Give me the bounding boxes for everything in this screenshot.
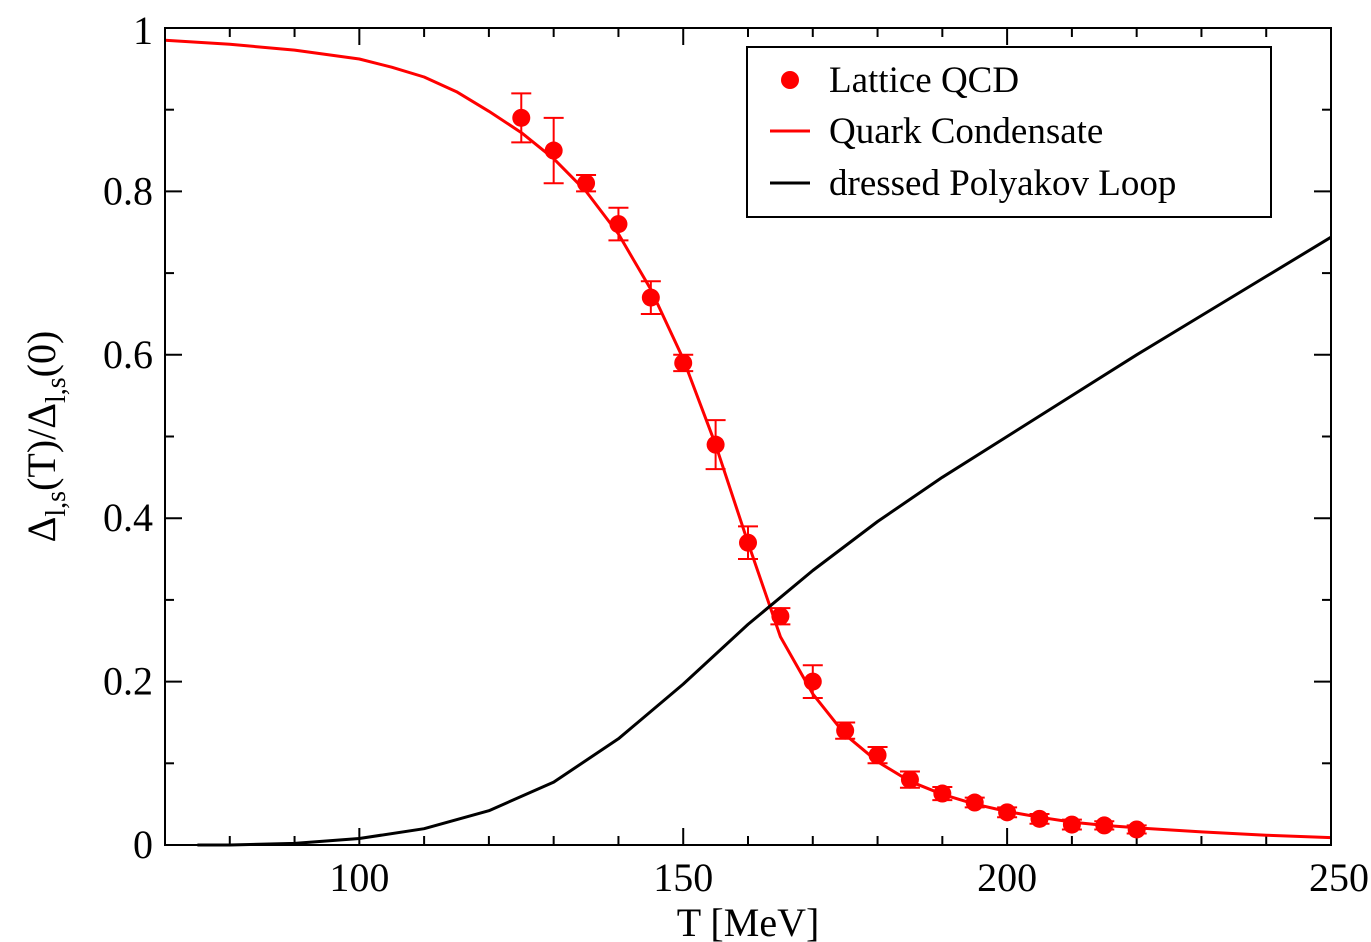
data-marker [609, 215, 627, 233]
data-point [770, 607, 790, 625]
data-marker [771, 607, 789, 625]
legend: Lattice QCD Quark Condensate dressed Pol… [747, 47, 1271, 217]
data-marker [804, 673, 822, 691]
data-marker [1095, 816, 1113, 834]
data-marker [1128, 820, 1146, 838]
y-tick-label: 0.8 [103, 168, 153, 213]
data-marker [933, 785, 951, 803]
data-marker [836, 722, 854, 740]
y-title-base: Δ [19, 517, 64, 543]
legend-label-quark-condensate: Quark Condensate [829, 111, 1103, 152]
y-tick-label: 0.2 [103, 659, 153, 704]
data-marker [998, 803, 1016, 821]
data-point [544, 118, 564, 183]
data-marker [1063, 816, 1081, 834]
data-point [900, 771, 920, 789]
data-marker [901, 771, 919, 789]
data-point [1062, 816, 1082, 834]
data-marker [674, 354, 692, 372]
data-point [608, 208, 628, 241]
data-point [1030, 810, 1050, 828]
y-title-sub2: l,s [41, 377, 72, 403]
legend-marker-lattice-qcd [781, 71, 799, 89]
y-title-mid: (T)/Δ [19, 403, 64, 491]
data-marker [707, 436, 725, 454]
data-point [997, 803, 1017, 821]
data-point [932, 785, 952, 803]
y-tick-label: 0 [133, 822, 153, 867]
data-point [803, 665, 823, 698]
x-tick-label: 150 [653, 855, 713, 900]
data-point [738, 526, 758, 559]
y-axis-title: Δl,s(T)/Δl,s(0) [19, 331, 72, 543]
data-point [673, 354, 693, 372]
series-line-2 [197, 237, 1331, 845]
y-tick-label: 1 [133, 8, 153, 53]
data-marker [869, 746, 887, 764]
data-point [965, 794, 985, 812]
legend-label-polyakov-loop: dressed Polyakov Loop [829, 163, 1176, 204]
data-point [1127, 820, 1147, 838]
data-point [641, 281, 661, 314]
y-tick-label: 0.6 [103, 332, 153, 377]
y-title-end: (0) [19, 331, 64, 378]
data-marker [642, 289, 660, 307]
y-title-sub1: l,s [41, 491, 72, 517]
data-marker [577, 174, 595, 192]
data-marker [1031, 810, 1049, 828]
data-point [576, 174, 596, 192]
data-marker [966, 794, 984, 812]
data-marker [545, 142, 563, 160]
x-axis-title: T [MeV] [677, 900, 820, 942]
data-point [868, 746, 888, 764]
data-point [511, 93, 531, 142]
x-tick-label: 200 [977, 855, 1037, 900]
data-point [1094, 816, 1114, 834]
x-tick-label: 250 [1309, 855, 1369, 900]
x-tick-label: 100 [329, 855, 389, 900]
y-tick-label: 0.4 [103, 495, 153, 540]
data-marker [512, 109, 530, 127]
legend-label-lattice-qcd: Lattice QCD [829, 60, 1019, 101]
data-marker [739, 534, 757, 552]
